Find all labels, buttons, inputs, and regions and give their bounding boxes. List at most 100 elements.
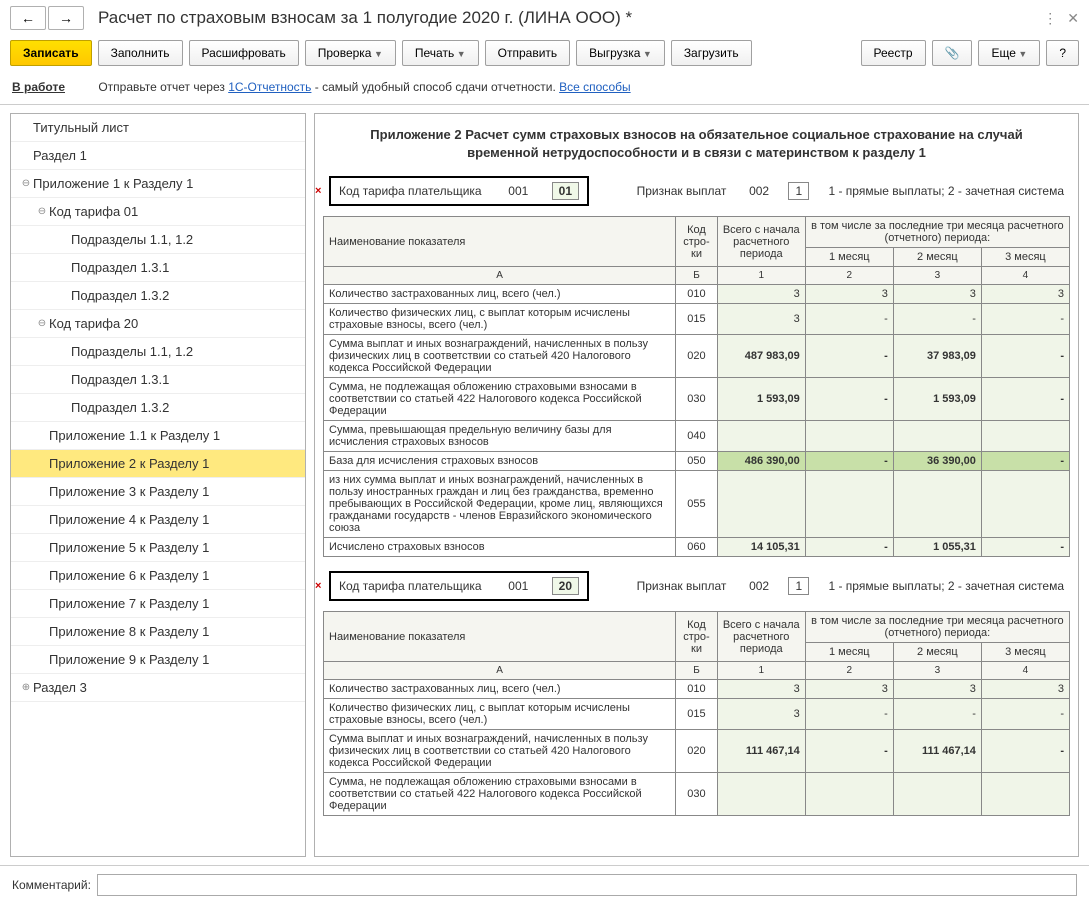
tree-item[interactable]: Приложение 6 к Разделу 1 xyxy=(11,562,305,590)
cell-value[interactable]: 3 xyxy=(717,304,805,335)
cell-value[interactable] xyxy=(717,773,805,816)
cell-value[interactable]: - xyxy=(981,699,1069,730)
forward-button[interactable]: → xyxy=(48,6,84,30)
tree-item[interactable]: Приложение 3 к Разделу 1 xyxy=(11,478,305,506)
help-button[interactable]: ? xyxy=(1046,40,1079,66)
tree-item[interactable]: Подраздел 1.3.2 xyxy=(11,282,305,310)
cell-value[interactable]: - xyxy=(893,699,981,730)
load-button[interactable]: Загрузить xyxy=(671,40,752,66)
back-button[interactable]: ← xyxy=(10,6,46,30)
attach-button[interactable]: 📎 xyxy=(932,40,973,66)
tariff-code-2[interactable]: 20 xyxy=(552,577,579,595)
cell-value[interactable] xyxy=(981,421,1069,452)
cell-value[interactable]: 3 xyxy=(893,680,981,699)
tree-toggle-icon[interactable]: ⊖ xyxy=(19,178,33,189)
cell-value[interactable]: - xyxy=(981,730,1069,773)
cell-value[interactable]: 3 xyxy=(717,680,805,699)
tree-item[interactable]: Раздел 1 xyxy=(11,142,305,170)
payment-value-2[interactable]: 1 xyxy=(788,577,809,595)
tree-item[interactable]: ⊖Код тарифа 20 xyxy=(11,310,305,338)
cell-value[interactable] xyxy=(893,421,981,452)
cell-value[interactable]: - xyxy=(981,335,1069,378)
cell-value[interactable]: 111 467,14 xyxy=(717,730,805,773)
cell-value[interactable]: 3 xyxy=(981,680,1069,699)
cell-value[interactable]: 37 983,09 xyxy=(893,335,981,378)
cell-value[interactable]: 3 xyxy=(805,680,893,699)
cell-value[interactable]: 1 593,09 xyxy=(893,378,981,421)
cell-value[interactable]: 3 xyxy=(981,285,1069,304)
cell-value[interactable] xyxy=(893,471,981,538)
menu-icon[interactable]: ⋮ xyxy=(1043,10,1057,27)
cell-value[interactable] xyxy=(717,471,805,538)
cell-value[interactable]: - xyxy=(981,452,1069,471)
decode-button[interactable]: Расшифровать xyxy=(189,40,299,66)
cell-value[interactable]: 3 xyxy=(717,285,805,304)
tree-item[interactable]: Приложение 7 к Разделу 1 xyxy=(11,590,305,618)
more-button[interactable]: Еще xyxy=(978,40,1040,66)
tree-item[interactable]: Подразделы 1.1, 1.2 xyxy=(11,338,305,366)
check-button[interactable]: Проверка xyxy=(305,40,396,66)
tree-item[interactable]: Подразделы 1.1, 1.2 xyxy=(11,226,305,254)
cell-value[interactable]: - xyxy=(805,730,893,773)
cell-value[interactable]: 3 xyxy=(805,285,893,304)
tree-item[interactable]: Приложение 1.1 к Разделу 1 xyxy=(11,422,305,450)
cell-value[interactable]: - xyxy=(981,538,1069,557)
cell-value[interactable]: - xyxy=(981,304,1069,335)
delete-marker-icon[interactable]: × xyxy=(315,580,321,592)
cell-value[interactable]: 486 390,00 xyxy=(717,452,805,471)
tariff-code-1[interactable]: 01 xyxy=(552,182,579,200)
fill-button[interactable]: Заполнить xyxy=(98,40,183,66)
cell-value[interactable]: 3 xyxy=(717,699,805,730)
cell-value[interactable]: - xyxy=(981,378,1069,421)
payment-value[interactable]: 1 xyxy=(788,182,809,200)
cell-value[interactable] xyxy=(893,773,981,816)
cell-value[interactable]: 36 390,00 xyxy=(893,452,981,471)
cell-value[interactable]: - xyxy=(805,699,893,730)
tree-item[interactable]: Приложение 4 к Разделу 1 xyxy=(11,506,305,534)
tree-item[interactable]: Подраздел 1.3.2 xyxy=(11,394,305,422)
cell-value[interactable]: 14 105,31 xyxy=(717,538,805,557)
cell-value[interactable] xyxy=(805,421,893,452)
send-button[interactable]: Отправить xyxy=(485,40,571,66)
delete-marker-icon[interactable]: × xyxy=(315,185,321,197)
tree-item[interactable]: Титульный лист xyxy=(11,114,305,142)
save-button[interactable]: Записать xyxy=(10,40,92,66)
cell-value[interactable] xyxy=(805,471,893,538)
registry-button[interactable]: Реестр xyxy=(861,40,926,66)
tree-toggle-icon[interactable]: ⊕ xyxy=(19,682,33,693)
cell-value[interactable] xyxy=(981,471,1069,538)
cell-value[interactable] xyxy=(805,773,893,816)
tree-item[interactable]: ⊖Код тарифа 01 xyxy=(11,198,305,226)
cell-value[interactable]: 487 983,09 xyxy=(717,335,805,378)
cell-value[interactable]: - xyxy=(893,304,981,335)
cell-value[interactable]: 1 593,09 xyxy=(717,378,805,421)
tree-toggle-icon[interactable]: ⊖ xyxy=(35,318,49,329)
export-button[interactable]: Выгрузка xyxy=(576,40,665,66)
cell-value[interactable]: - xyxy=(805,452,893,471)
close-icon[interactable]: ✕ xyxy=(1067,10,1079,27)
tree-item[interactable]: ⊖Приложение 1 к Разделу 1 xyxy=(11,170,305,198)
cell-value[interactable]: - xyxy=(805,538,893,557)
cell-value[interactable]: - xyxy=(805,335,893,378)
tree-item[interactable]: Приложение 5 к Разделу 1 xyxy=(11,534,305,562)
cell-value[interactable]: - xyxy=(805,378,893,421)
status-link-1c[interactable]: 1С-Отчетность xyxy=(228,80,311,94)
tree-item[interactable]: ⊕Раздел 3 xyxy=(11,674,305,702)
tree-item[interactable]: Подраздел 1.3.1 xyxy=(11,366,305,394)
tree-toggle-icon[interactable]: ⊖ xyxy=(35,206,49,217)
tree-item[interactable]: Подраздел 1.3.1 xyxy=(11,254,305,282)
tree-item[interactable]: Приложение 2 к Разделу 1 xyxy=(11,450,305,478)
print-button[interactable]: Печать xyxy=(402,40,479,66)
cell-value[interactable]: 111 467,14 xyxy=(893,730,981,773)
header-m2: 2 месяц xyxy=(893,643,981,662)
cell-value[interactable]: 1 055,31 xyxy=(893,538,981,557)
cell-value[interactable]: - xyxy=(805,304,893,335)
cell-value[interactable] xyxy=(717,421,805,452)
status-in-work[interactable]: В работе xyxy=(12,80,65,94)
tree-item[interactable]: Приложение 8 к Разделу 1 xyxy=(11,618,305,646)
cell-value[interactable] xyxy=(981,773,1069,816)
tree-item[interactable]: Приложение 9 к Разделу 1 xyxy=(11,646,305,674)
cell-value[interactable]: 3 xyxy=(893,285,981,304)
comment-input[interactable] xyxy=(97,874,1077,896)
status-link-all[interactable]: Все способы xyxy=(559,80,631,94)
